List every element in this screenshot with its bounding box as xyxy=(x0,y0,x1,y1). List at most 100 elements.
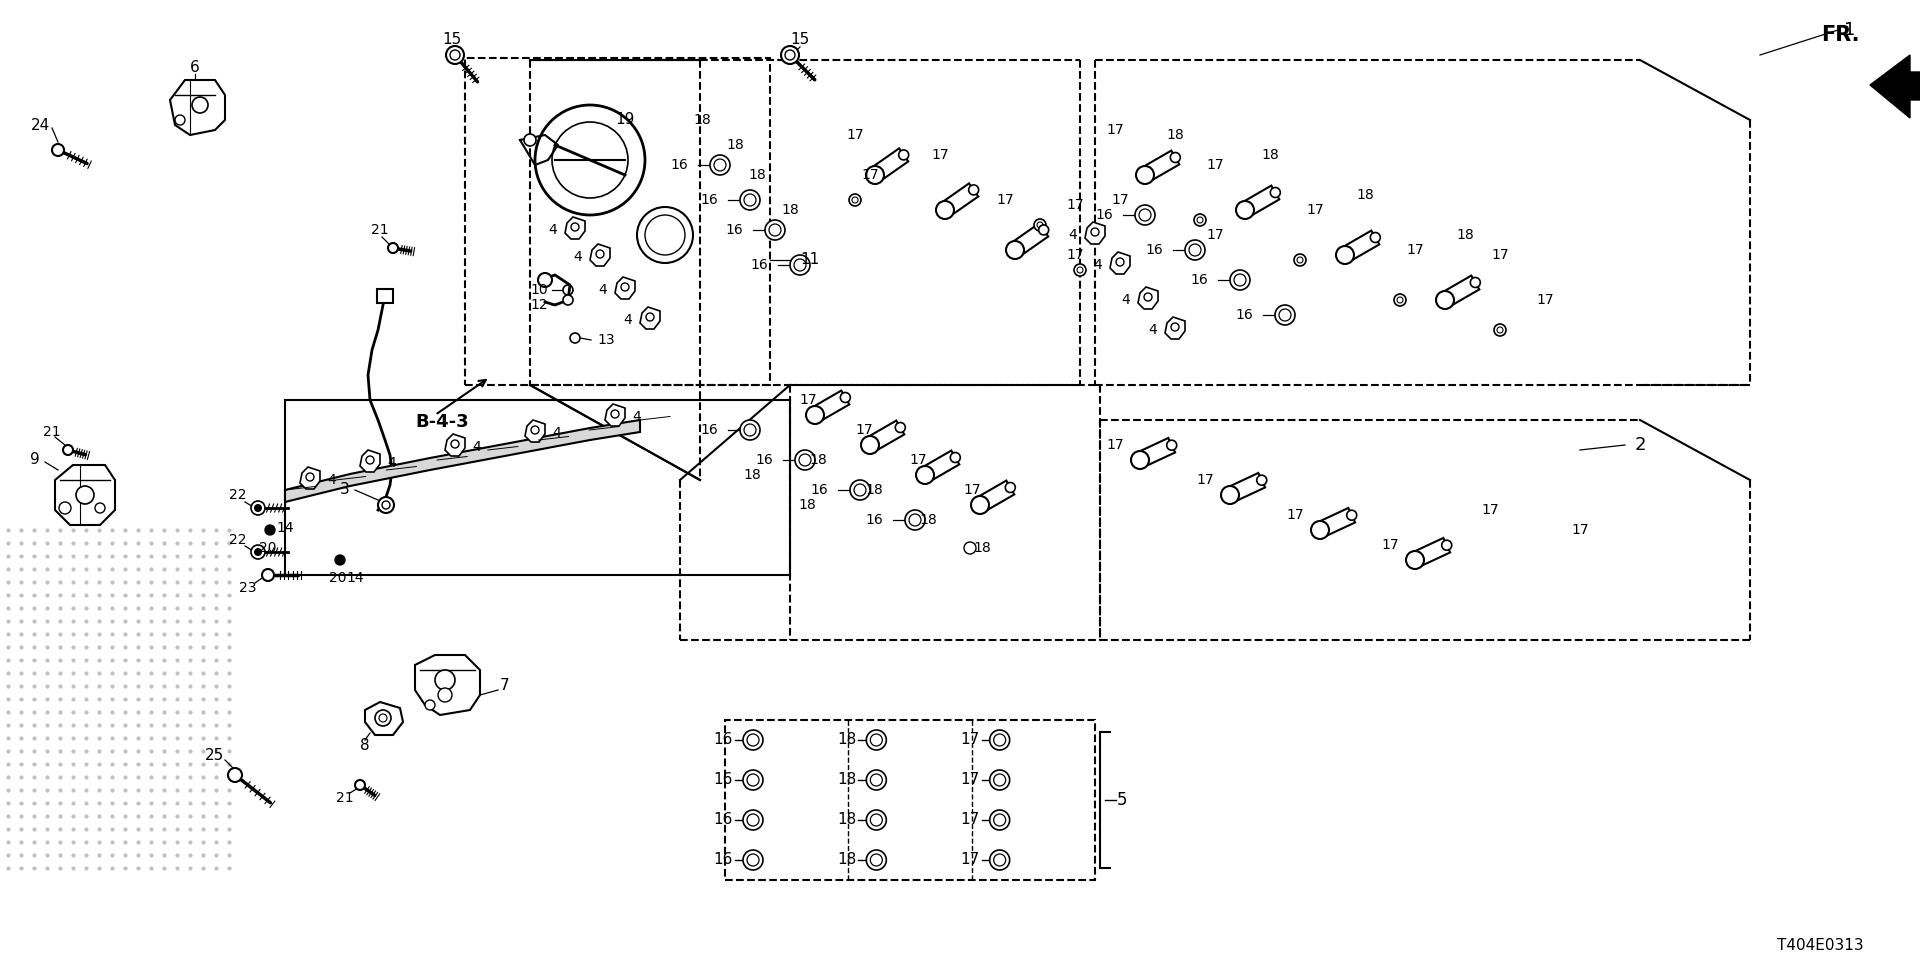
Circle shape xyxy=(1398,297,1404,303)
Text: 17: 17 xyxy=(799,393,816,407)
Circle shape xyxy=(739,190,760,210)
Polygon shape xyxy=(1442,276,1478,307)
Circle shape xyxy=(611,410,618,418)
Text: 14: 14 xyxy=(276,521,294,535)
Circle shape xyxy=(261,569,275,581)
Text: 16: 16 xyxy=(726,223,743,237)
Circle shape xyxy=(747,774,758,786)
Circle shape xyxy=(789,255,810,275)
Text: 18: 18 xyxy=(1455,228,1475,242)
Circle shape xyxy=(536,105,645,215)
Circle shape xyxy=(795,450,814,470)
Circle shape xyxy=(856,484,868,496)
Text: 17: 17 xyxy=(862,168,879,182)
Circle shape xyxy=(1371,232,1380,243)
Circle shape xyxy=(637,207,693,263)
Circle shape xyxy=(1436,291,1453,309)
Circle shape xyxy=(899,150,908,160)
Text: 12: 12 xyxy=(530,298,547,312)
Circle shape xyxy=(451,440,459,448)
Circle shape xyxy=(1311,521,1329,539)
Text: FR.: FR. xyxy=(1820,25,1859,45)
Text: 15: 15 xyxy=(791,33,810,47)
Circle shape xyxy=(252,501,265,515)
Circle shape xyxy=(382,501,390,509)
Circle shape xyxy=(94,503,106,513)
Text: 17: 17 xyxy=(1480,503,1500,517)
Text: 4: 4 xyxy=(1148,323,1158,337)
Circle shape xyxy=(904,510,925,530)
Circle shape xyxy=(785,50,795,60)
Polygon shape xyxy=(564,217,586,239)
Circle shape xyxy=(851,480,870,500)
Circle shape xyxy=(449,50,461,60)
Text: 17: 17 xyxy=(931,148,948,162)
Text: 18: 18 xyxy=(920,513,937,527)
Circle shape xyxy=(538,273,553,287)
Circle shape xyxy=(1471,277,1480,287)
Circle shape xyxy=(438,688,451,702)
Text: 4: 4 xyxy=(574,250,582,264)
Circle shape xyxy=(764,220,785,240)
Circle shape xyxy=(743,730,762,750)
Circle shape xyxy=(378,714,388,722)
Text: 18: 18 xyxy=(799,498,816,512)
Text: 16: 16 xyxy=(701,423,718,437)
Text: 17: 17 xyxy=(960,773,979,787)
Circle shape xyxy=(1221,486,1238,504)
Circle shape xyxy=(910,514,922,526)
Polygon shape xyxy=(922,450,960,482)
Text: 4: 4 xyxy=(1121,293,1131,307)
Circle shape xyxy=(866,770,887,790)
Circle shape xyxy=(995,734,1006,746)
Text: 18: 18 xyxy=(866,483,883,497)
Circle shape xyxy=(1035,219,1046,231)
Circle shape xyxy=(265,525,275,535)
Text: 17: 17 xyxy=(996,193,1014,207)
Text: 17: 17 xyxy=(1106,123,1123,137)
Text: 25: 25 xyxy=(205,748,225,762)
Circle shape xyxy=(866,730,887,750)
Circle shape xyxy=(989,770,1010,790)
Circle shape xyxy=(745,194,756,206)
Polygon shape xyxy=(975,481,1014,512)
Polygon shape xyxy=(870,149,908,181)
Polygon shape xyxy=(1137,438,1175,468)
Circle shape xyxy=(908,514,922,526)
Circle shape xyxy=(52,144,63,156)
Text: 16: 16 xyxy=(751,258,768,272)
Text: 16: 16 xyxy=(1235,308,1254,322)
Text: 7: 7 xyxy=(501,678,511,692)
Circle shape xyxy=(367,456,374,464)
Circle shape xyxy=(970,185,979,195)
Text: 5: 5 xyxy=(1117,791,1127,809)
Text: 22: 22 xyxy=(228,533,248,547)
Circle shape xyxy=(1258,475,1267,485)
Polygon shape xyxy=(1870,55,1920,118)
Text: 17: 17 xyxy=(1405,243,1425,257)
Circle shape xyxy=(1231,270,1250,290)
Circle shape xyxy=(710,155,730,175)
Text: 18: 18 xyxy=(726,138,743,152)
Circle shape xyxy=(743,810,762,830)
Polygon shape xyxy=(1165,317,1185,339)
Polygon shape xyxy=(361,450,380,472)
Polygon shape xyxy=(614,277,636,299)
Circle shape xyxy=(77,486,94,504)
Circle shape xyxy=(1171,323,1179,331)
Circle shape xyxy=(989,730,1010,750)
Text: 17: 17 xyxy=(1536,293,1553,307)
Circle shape xyxy=(1131,451,1148,469)
Polygon shape xyxy=(1010,224,1048,256)
Circle shape xyxy=(1077,267,1083,273)
Circle shape xyxy=(355,780,365,790)
Text: 10: 10 xyxy=(530,283,547,297)
Circle shape xyxy=(1116,258,1123,266)
Text: 4: 4 xyxy=(328,473,336,487)
Circle shape xyxy=(1498,327,1503,333)
Text: 16: 16 xyxy=(1144,243,1164,257)
Text: 17: 17 xyxy=(1106,438,1123,452)
Circle shape xyxy=(1144,293,1152,301)
Text: 16: 16 xyxy=(1190,273,1208,287)
Circle shape xyxy=(1006,241,1023,259)
